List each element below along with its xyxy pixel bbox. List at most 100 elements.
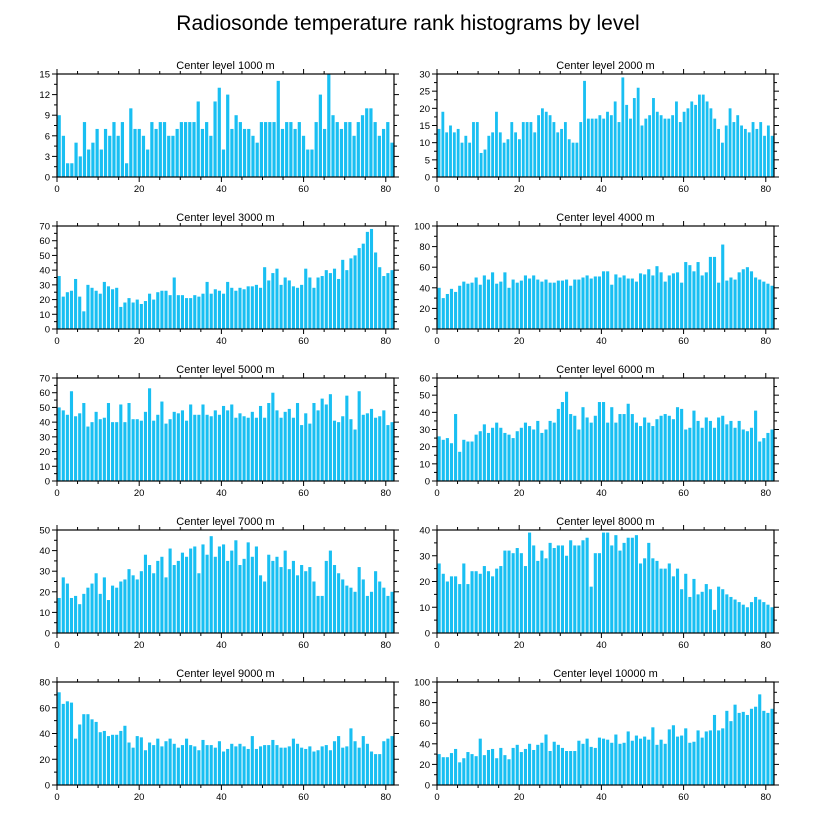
bar — [205, 281, 209, 329]
bar — [581, 277, 585, 329]
bar — [462, 439, 466, 481]
bar — [762, 281, 766, 329]
bar — [320, 398, 324, 481]
bar — [540, 108, 544, 177]
bar — [573, 751, 577, 785]
bar — [585, 417, 589, 481]
bar — [495, 422, 499, 481]
bar — [390, 591, 394, 633]
bar — [390, 142, 394, 177]
bar — [369, 591, 374, 633]
bar — [152, 299, 156, 329]
bar — [78, 156, 82, 177]
y-tick-label: 60 — [419, 263, 430, 274]
bar — [267, 745, 271, 785]
bar — [135, 299, 139, 329]
bar — [593, 415, 597, 481]
y-tick-label: 10 — [419, 603, 430, 614]
bar — [770, 135, 774, 177]
bar — [193, 546, 197, 633]
bar — [386, 425, 390, 481]
bar — [528, 278, 532, 329]
bar — [552, 548, 556, 633]
bar — [135, 419, 139, 481]
bar — [61, 410, 65, 481]
bar — [569, 751, 573, 785]
bar — [472, 122, 475, 177]
bar — [573, 545, 577, 633]
bar — [737, 602, 741, 633]
bar — [445, 293, 449, 329]
bar — [91, 142, 95, 177]
bar — [528, 426, 532, 481]
x-tick-label: 40 — [596, 640, 607, 651]
bar — [65, 414, 69, 481]
bar — [606, 532, 610, 633]
bar — [353, 741, 357, 785]
bar — [651, 426, 655, 481]
bar — [478, 284, 482, 329]
bar — [280, 128, 285, 177]
bar — [728, 108, 732, 177]
bar — [308, 746, 312, 785]
bar — [78, 413, 82, 481]
bar — [316, 750, 320, 785]
bar — [139, 420, 143, 481]
bar — [289, 122, 293, 177]
bar — [618, 414, 622, 481]
bar — [301, 135, 306, 177]
panel-title: Center level 10000 m — [553, 668, 658, 680]
bar — [523, 275, 528, 329]
bar — [74, 416, 78, 481]
bar — [511, 747, 515, 785]
bar — [74, 278, 78, 329]
x-tick-label: 80 — [760, 184, 771, 195]
bar — [226, 410, 230, 481]
bar — [365, 108, 369, 177]
bar — [279, 567, 283, 633]
bar — [729, 721, 733, 785]
bar — [234, 540, 238, 633]
bar — [197, 573, 201, 633]
bar — [94, 411, 98, 481]
x-tick-label: 40 — [216, 184, 227, 195]
bar — [581, 540, 585, 633]
bar — [143, 301, 148, 329]
bar — [462, 758, 466, 785]
bar — [675, 568, 680, 633]
panel-9: Center level 9000 m 0 20 40 60 80 0 20 40 60 80 — [39, 668, 399, 803]
bar — [486, 571, 491, 633]
bar — [717, 128, 720, 177]
bar — [312, 287, 316, 329]
bar — [740, 125, 743, 177]
bar — [618, 277, 622, 329]
bar — [758, 279, 762, 329]
bar — [332, 565, 337, 633]
y-tick-label: 0 — [45, 173, 50, 184]
bar — [390, 422, 394, 481]
bar — [577, 279, 581, 329]
bar — [663, 118, 667, 177]
bar — [94, 573, 98, 633]
bar — [495, 111, 498, 177]
y-tick-label: 12 — [39, 90, 50, 101]
bar — [382, 276, 386, 329]
bar — [659, 415, 663, 481]
bar — [690, 101, 694, 177]
bar — [528, 743, 532, 785]
bar — [127, 742, 131, 785]
bar — [234, 115, 238, 177]
x-tick-label: 0 — [54, 336, 59, 347]
x-tick-label: 80 — [380, 792, 391, 803]
bar — [378, 754, 382, 785]
y-tick-label: 3 — [45, 152, 50, 163]
bar — [610, 284, 614, 329]
bar — [454, 414, 458, 481]
bar — [86, 284, 90, 329]
bar — [246, 748, 250, 785]
bar — [659, 115, 663, 177]
y-tick-label: 20 — [419, 760, 430, 771]
bar — [634, 735, 638, 785]
y-tick-label: 60 — [39, 388, 50, 399]
bar — [754, 277, 758, 329]
